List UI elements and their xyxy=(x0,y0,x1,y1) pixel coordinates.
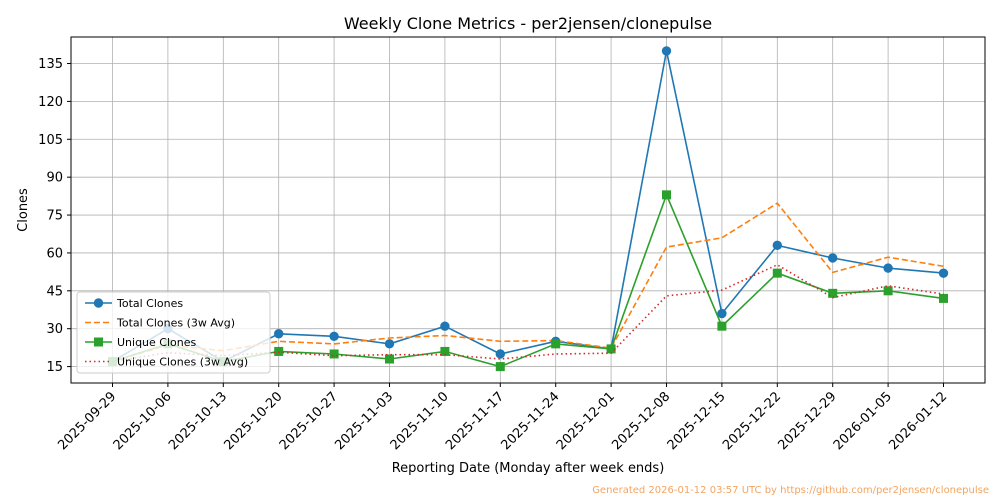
x-tick-label: 2026-01-05 xyxy=(831,389,895,453)
data-point xyxy=(938,268,949,278)
data-point xyxy=(828,288,838,298)
chart-title: Weekly Clone Metrics - per2jensen/clonep… xyxy=(344,14,712,33)
data-point xyxy=(939,293,948,303)
data-point xyxy=(662,190,671,200)
x-axis-label: Reporting Date (Monday after week ends) xyxy=(392,461,665,476)
x-tick-label: 2025-12-01 xyxy=(554,389,618,453)
legend-label: Total Clones (3w Avg) xyxy=(116,317,235,330)
x-tick-label: 2025-12-29 xyxy=(775,389,839,453)
x-tick-label: 2025-09-29 xyxy=(55,389,119,453)
y-tick-label: 105 xyxy=(38,133,63,148)
data-point xyxy=(384,339,395,349)
y-tick-label: 45 xyxy=(46,284,63,299)
x-tick-label: 2025-12-15 xyxy=(665,389,729,453)
y-tick-label: 135 xyxy=(38,57,63,72)
x-tick-label: 2025-11-03 xyxy=(332,389,396,453)
y-axis-label: Clones xyxy=(16,188,31,232)
data-point xyxy=(772,268,782,278)
data-point xyxy=(495,362,505,372)
x-tick-label: 2025-10-20 xyxy=(221,389,285,453)
x-tick-label: 2025-10-13 xyxy=(166,389,230,453)
x-tick-label: 2025-10-06 xyxy=(111,389,175,453)
x-tick-label: 2025-12-08 xyxy=(609,389,673,453)
data-point xyxy=(440,321,450,331)
y-tick-label: 90 xyxy=(46,171,63,186)
legend: Total Clones Total Clones (3w Avg) Unique … xyxy=(76,291,271,374)
x-tick-label: 2025-11-17 xyxy=(443,389,507,453)
y-tick-label: 15 xyxy=(46,360,63,375)
legend-marker xyxy=(93,298,104,308)
y-tick-label: 120 xyxy=(38,95,63,110)
data-point xyxy=(717,321,727,331)
data-point xyxy=(329,349,339,359)
series-line xyxy=(112,202,944,363)
legend-label: Unique Clones xyxy=(117,336,197,349)
series-1 xyxy=(112,202,944,363)
x-tick-label: 2025-11-10 xyxy=(388,389,452,453)
footer-credit: Generated 2026-01-12 03:57 UTC by https:… xyxy=(592,485,989,496)
grid-lines xyxy=(71,37,985,383)
data-point xyxy=(329,331,339,341)
data-point xyxy=(772,240,782,251)
x-tick-label: 2025-10-27 xyxy=(277,389,341,453)
data-point xyxy=(883,286,893,296)
data-point xyxy=(883,263,893,273)
data-point xyxy=(661,46,672,56)
legend-marker xyxy=(94,337,103,347)
y-tick-label: 30 xyxy=(46,322,63,337)
legend-label: Total Clones xyxy=(116,297,183,310)
axis-ticks: 2025-09-292025-10-062025-10-132025-10-20… xyxy=(38,57,950,453)
y-tick-label: 75 xyxy=(46,209,63,224)
plot-frame xyxy=(70,36,986,384)
legend-box xyxy=(76,291,271,374)
data-point xyxy=(551,339,561,349)
data-point xyxy=(495,349,505,359)
legend-label: Unique Clones (3w Avg) xyxy=(117,356,248,369)
x-tick-label: 2026-01-12 xyxy=(886,389,950,453)
data-point xyxy=(717,308,727,319)
data-point xyxy=(828,253,838,263)
y-tick-label: 60 xyxy=(46,246,63,261)
data-point xyxy=(385,354,394,364)
data-point xyxy=(274,329,284,339)
data-point xyxy=(606,344,616,354)
x-tick-label: 2025-11-24 xyxy=(498,389,562,453)
x-tick-label: 2025-12-22 xyxy=(720,389,784,453)
